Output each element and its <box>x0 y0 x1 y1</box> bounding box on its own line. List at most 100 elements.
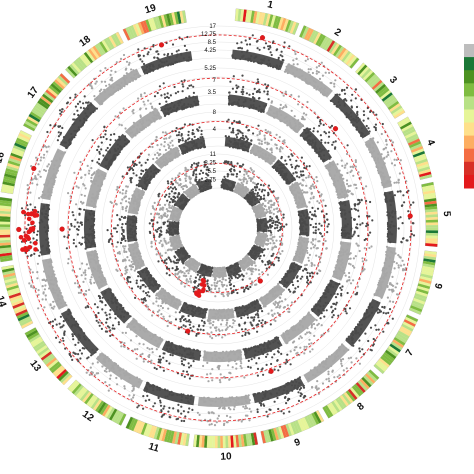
significant-point-chr-11 <box>199 282 205 287</box>
tick-label-track-3: 8 <box>213 110 217 116</box>
track-1-chr-9-points <box>252 376 307 418</box>
track-4-chr-2-band <box>233 182 250 198</box>
tick-label-track-1: 12.75 <box>201 32 217 38</box>
track-2-chr-11-band <box>161 340 202 361</box>
track-1-chr-6-band <box>374 246 396 299</box>
track-3-chr-12-band <box>155 287 182 311</box>
chromosome-label-7: 7 <box>404 347 416 358</box>
track-1-chr-3-band <box>330 93 371 139</box>
track-4-chr-17-band <box>174 193 190 210</box>
track-4-chr-11-band <box>197 264 213 278</box>
track-3-chr-18-band <box>154 146 181 169</box>
track-1-chr-19-band <box>140 51 193 75</box>
grid-circle <box>101 111 335 345</box>
legend-swatch <box>464 57 474 71</box>
track-3-chr-9-points <box>234 299 272 337</box>
track-4 <box>143 153 293 303</box>
chromosome-label-4: 4 <box>424 138 436 148</box>
track-2-chr-19-band <box>160 95 200 117</box>
track-3-chr-4-band <box>288 181 308 209</box>
tick-label-track-1: 8.5 <box>208 40 217 46</box>
track-2-chr-10-points <box>202 349 246 384</box>
track-3-chr-17-points <box>121 152 161 191</box>
track-3-chr-9-band <box>234 299 263 318</box>
track-1-chr-6-points <box>373 245 407 303</box>
track-1-chr-15-points <box>20 202 51 258</box>
tick-label-track-4: 8.25 <box>204 161 216 167</box>
chromosome-label-16: 16 <box>0 150 7 164</box>
chromosome-label-13: 13 <box>27 358 43 374</box>
track-2-chr-2-points <box>266 90 316 133</box>
chromosome-label-1: 1 <box>266 0 274 11</box>
track-3-chr-1-points <box>224 118 260 153</box>
track-3-chr-13-points <box>126 267 161 304</box>
track-3-chr-17-band <box>137 163 160 190</box>
density-ring-chr-19 <box>122 10 187 41</box>
track-3-chr-2-points <box>249 128 286 166</box>
track-1-chr-19-points <box>137 35 193 75</box>
tick-label-track-2: 5.25 <box>204 66 216 72</box>
grid-circle <box>66 76 370 380</box>
track-1-chr-10-points <box>196 394 253 427</box>
density-ring-chr-7 <box>373 314 419 375</box>
track-2-chr-5-band <box>339 200 353 240</box>
track-4-chr-9-points <box>225 262 252 295</box>
track-1-chr-12-band <box>95 352 144 389</box>
tick-label-track-4: 5.5 <box>208 169 217 175</box>
chromosome-label-12: 12 <box>80 409 96 425</box>
track-3-chr-11-points <box>174 301 208 337</box>
significant-point-chr-15 <box>32 209 38 214</box>
track-3-chr-16-points <box>109 185 145 215</box>
chromosome-label-6: 6 <box>434 282 446 291</box>
track-2-chr-17-points <box>91 125 131 171</box>
track-3-chr-7-points <box>278 262 319 297</box>
track-2-chr-15-points <box>63 207 97 250</box>
grid-circle <box>152 162 284 294</box>
track-3-chr-5-band <box>298 208 310 236</box>
track-1-chr-9-band <box>252 377 305 404</box>
density-ring-chr-2 <box>299 25 360 69</box>
density-legend <box>464 44 474 189</box>
grid-circle <box>47 57 389 399</box>
track-2-chr-10-band <box>202 349 243 363</box>
track-2-chr-4-points <box>324 152 368 200</box>
track-3-chr-19-band <box>178 137 206 155</box>
track-1-chr-12-points <box>85 352 144 401</box>
track-2-chr-3-points <box>299 116 349 163</box>
density-ring-chr-15 <box>0 197 13 263</box>
track-3-chr-10-points <box>206 308 238 340</box>
track-2-chr-1-points <box>227 74 270 113</box>
track-1-chr-1-band <box>231 49 284 70</box>
grid-circle <box>23 33 413 423</box>
track-1-chr-7-points <box>345 298 394 356</box>
chromosome-label-3: 3 <box>387 75 399 87</box>
density-ring-chr-1 <box>234 8 300 35</box>
track-1-chr-2-points <box>284 50 337 98</box>
significant-point-chr-19 <box>158 42 165 48</box>
track-4-chr-7-band <box>247 244 264 261</box>
significant-point-chr-3 <box>332 126 339 132</box>
track-4-chr-18-band <box>183 183 200 200</box>
significant-point-chr-15 <box>30 227 36 232</box>
significant-point-chr-15 <box>30 220 35 226</box>
track-2-chr-5-points <box>338 198 374 242</box>
track-2-chr-8-band <box>280 312 317 344</box>
density-ring-chr-17 <box>23 73 71 132</box>
significant-point-chr-11 <box>201 287 206 292</box>
track-1-chr-17-points <box>46 93 98 150</box>
significant-point-chr-11 <box>185 328 191 334</box>
track-2-chr-13-band <box>100 287 132 324</box>
grid-circle <box>15 25 421 431</box>
track-2-chr-16-band <box>85 168 107 208</box>
track-2-chr-3-band <box>299 127 333 163</box>
track-3-chr-7-band <box>279 262 302 289</box>
track-4-chr-19-points <box>190 161 213 193</box>
tick-label-track-1: 17 <box>209 24 216 30</box>
tick-label-track-4: 11 <box>210 152 217 158</box>
track-4-chr-10-band <box>212 267 227 278</box>
significant-point-chr-8 <box>257 278 263 284</box>
significant-point-chr-15 <box>16 226 22 233</box>
tick-label-track-4: 2.75 <box>204 178 216 184</box>
density-ring-chr-3 <box>355 62 406 119</box>
track-4-chr-16-points <box>150 201 183 222</box>
